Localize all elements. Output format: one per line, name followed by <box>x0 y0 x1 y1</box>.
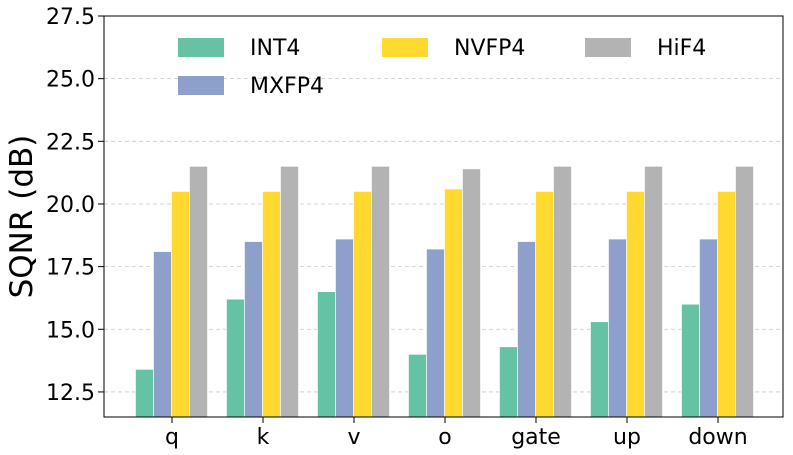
legend: INT4 MXFP4 NVFP4 HiF4 <box>178 36 706 99</box>
bar-int4-up <box>590 321 609 418</box>
x-tick-label: gate <box>511 425 561 450</box>
legend-label-hif4: HiF4 <box>657 36 706 61</box>
bar-int4-down <box>681 303 700 418</box>
bar-mxfp4-k <box>244 241 263 418</box>
y-tick-label: 12.5 <box>46 381 95 406</box>
x-axis: q k v o gate up down <box>165 417 748 450</box>
x-tick-label: v <box>347 425 360 450</box>
legend-label-int4: INT4 <box>250 36 300 61</box>
y-axis-title: SQNR (dB) <box>4 135 40 299</box>
bar-mxfp4-o <box>426 248 445 418</box>
bar-int4-gate <box>499 346 518 418</box>
x-tick-label: down <box>688 425 747 450</box>
bar-nvfp4-down <box>717 191 736 418</box>
bar-hif4-up <box>644 166 663 418</box>
bar-hif4-v <box>371 166 390 418</box>
plot-frame <box>103 15 784 418</box>
bar-hif4-down <box>735 166 754 418</box>
y-tick-label: 17.5 <box>46 256 95 281</box>
legend-swatch-int4 <box>178 38 224 57</box>
bar-hif4-gate <box>553 166 572 418</box>
bar-hif4-q <box>189 166 208 418</box>
bar-mxfp4-q <box>153 251 172 418</box>
bar-nvfp4-gate <box>535 191 554 418</box>
bar-mxfp4-gate <box>517 241 536 418</box>
legend-label-mxfp4: MXFP4 <box>250 74 324 99</box>
bar-nvfp4-v <box>353 191 372 418</box>
bar-mxfp4-up <box>608 238 627 418</box>
bar-mxfp4-down <box>699 238 718 418</box>
bars <box>135 166 754 418</box>
y-tick-label: 15.0 <box>46 318 95 343</box>
bar-nvfp4-q <box>171 191 190 418</box>
y-tick-label: 27.5 <box>46 5 95 30</box>
bar-nvfp4-up <box>626 191 645 418</box>
bar-hif4-k <box>280 166 299 418</box>
bar-hif4-o <box>462 168 481 418</box>
legend-label-nvfp4: NVFP4 <box>454 36 525 61</box>
x-tick-label: o <box>438 425 451 450</box>
y-axis: 12.5 15.0 17.5 20.0 22.5 25.0 27.5 <box>46 5 104 406</box>
bar-nvfp4-o <box>444 188 463 418</box>
x-tick-label: k <box>257 425 270 450</box>
x-tick-label: q <box>165 425 179 450</box>
legend-swatch-nvfp4 <box>382 38 428 57</box>
y-tick-label: 25.0 <box>46 68 95 93</box>
bar-int4-o <box>408 354 427 418</box>
bar-int4-v <box>317 291 336 418</box>
bar-int4-k <box>226 298 245 418</box>
x-tick-label: up <box>613 425 641 450</box>
bar-mxfp4-v <box>335 238 354 418</box>
bar-int4-q <box>135 369 154 418</box>
y-tick-label: 22.5 <box>46 130 95 155</box>
legend-swatch-hif4 <box>585 38 631 57</box>
legend-swatch-mxfp4 <box>178 76 224 95</box>
bar-nvfp4-k <box>262 191 281 418</box>
y-tick-label: 20.0 <box>46 193 95 218</box>
